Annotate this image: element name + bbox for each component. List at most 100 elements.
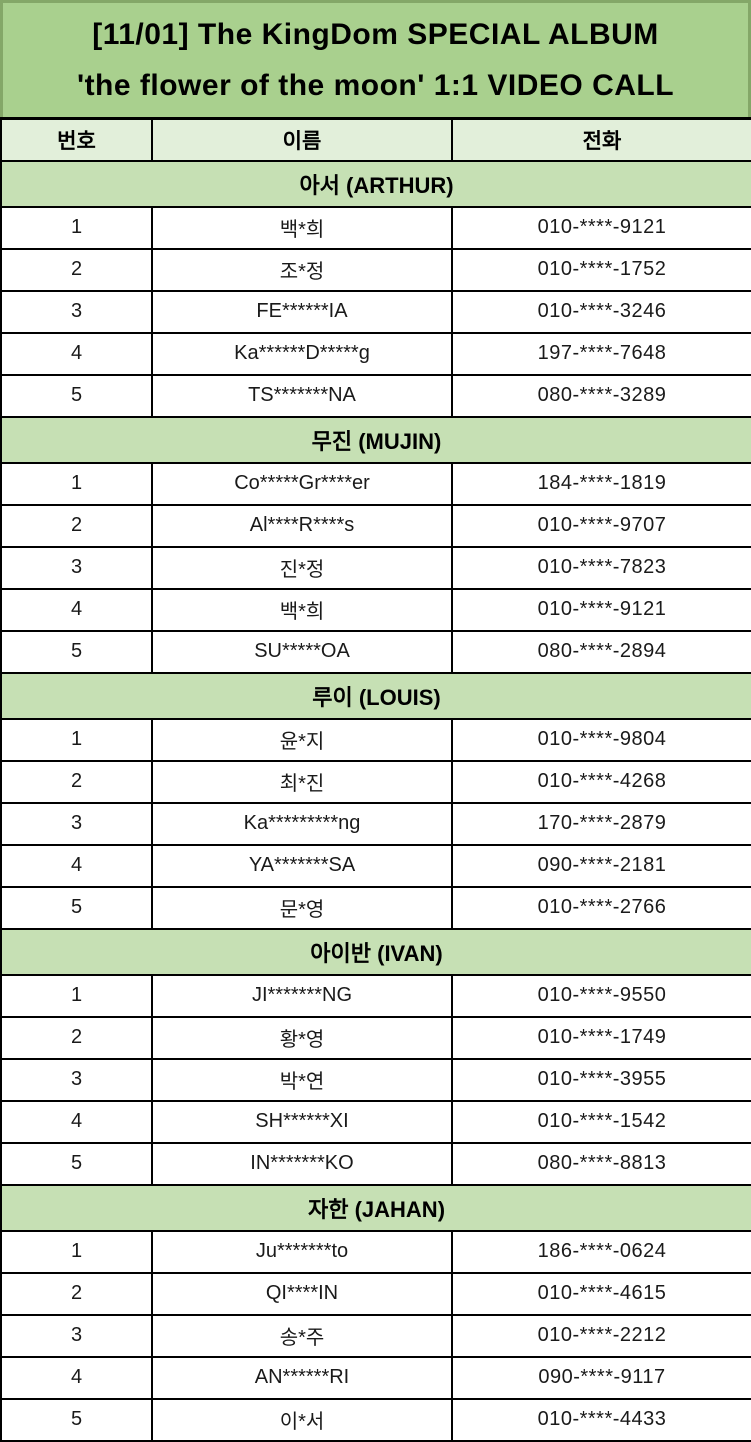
cell-phone: 080-****-8813 [451,1141,751,1186]
section-header-label: 아이반 (IVAN) [0,927,751,976]
table-row: 4 AN******RI 090-****-9117 [0,1355,751,1400]
cell-no: 3 [0,545,153,590]
cell-name: 윤*지 [151,717,453,762]
cell-phone: 010-****-2212 [451,1313,751,1358]
table-row: 4 백*희 010-****-9121 [0,587,751,632]
table-row: 2 최*진 010-****-4268 [0,759,751,804]
cell-name: 박*연 [151,1057,453,1102]
cell-name: SU*****OA [151,629,453,674]
column-header-name: 이름 [151,117,453,162]
table-row: 4 Ka******D*****g 197-****-7648 [0,331,751,376]
cell-no: 4 [0,1099,153,1144]
section-header-row-jahan: 자한 (JAHAN) [0,1183,751,1232]
title-line-2: 'the flower of the moon' 1:1 VIDEO CALL [76,69,675,102]
cell-no: 1 [0,1229,153,1274]
cell-no: 3 [0,801,153,846]
table-row: 1 Co*****Gr****er 184-****-1819 [0,461,751,506]
cell-name: SH******XI [151,1099,453,1144]
table-row: 2 Al****R****s 010-****-9707 [0,503,751,548]
page-title: [11/01] The KingDom SPECIAL ALBUM 'the f… [0,0,751,117]
cell-phone: 010-****-9804 [451,717,751,762]
table-row: 3 진*정 010-****-7823 [0,545,751,590]
table-row: 2 QI****IN 010-****-4615 [0,1271,751,1316]
section-header-row-arthur: 아서 (ARTHUR) [0,159,751,208]
cell-name: Co*****Gr****er [151,461,453,506]
cell-no: 5 [0,1397,153,1442]
winners-table: 번호 이름 전화 아서 (ARTHUR) 1 백*희 010-****-9121… [0,117,751,1442]
table-row: 1 백*희 010-****-9121 [0,205,751,250]
table-row: 3 Ka*********ng 170-****-2879 [0,801,751,846]
table-row: 5 TS*******NA 080-****-3289 [0,373,751,418]
section-header-row-louis: 루이 (LOUIS) [0,671,751,720]
cell-phone: 010-****-1749 [451,1015,751,1060]
column-header-no: 번호 [0,117,153,162]
cell-no: 5 [0,629,153,674]
cell-name: Al****R****s [151,503,453,548]
cell-no: 3 [0,1057,153,1102]
cell-name: 황*영 [151,1015,453,1060]
cell-name: TS*******NA [151,373,453,418]
section-header-row-mujin: 무진 (MUJIN) [0,415,751,464]
cell-phone: 010-****-4615 [451,1271,751,1316]
cell-no: 4 [0,331,153,376]
cell-no: 2 [0,503,153,548]
section-header-label: 무진 (MUJIN) [0,415,751,464]
cell-name: 백*희 [151,587,453,632]
cell-phone: 010-****-4268 [451,759,751,804]
cell-name: 문*영 [151,885,453,930]
cell-name: Ka******D*****g [151,331,453,376]
cell-no: 4 [0,1355,153,1400]
cell-name: 진*정 [151,545,453,590]
section-header-label: 루이 (LOUIS) [0,671,751,720]
cell-no: 1 [0,973,153,1018]
cell-no: 5 [0,1141,153,1186]
cell-phone: 010-****-1542 [451,1099,751,1144]
cell-no: 3 [0,289,153,334]
cell-phone: 090-****-2181 [451,843,751,888]
cell-name: AN******RI [151,1355,453,1400]
cell-no: 3 [0,1313,153,1358]
cell-phone: 010-****-4433 [451,1397,751,1442]
cell-phone: 184-****-1819 [451,461,751,506]
cell-name: 최*진 [151,759,453,804]
cell-phone: 010-****-9121 [451,587,751,632]
cell-name: 이*서 [151,1397,453,1442]
table-row: 3 박*연 010-****-3955 [0,1057,751,1102]
column-header-phone: 전화 [451,117,751,162]
table-row: 5 이*서 010-****-4433 [0,1397,751,1442]
column-header-row: 번호 이름 전화 [0,117,751,162]
cell-name: YA*******SA [151,843,453,888]
table-row: 1 JI*******NG 010-****-9550 [0,973,751,1018]
table-row: 1 윤*지 010-****-9804 [0,717,751,762]
cell-no: 2 [0,759,153,804]
cell-phone: 010-****-3955 [451,1057,751,1102]
cell-phone: 010-****-2766 [451,885,751,930]
table-row: 4 YA*******SA 090-****-2181 [0,843,751,888]
cell-phone: 080-****-3289 [451,373,751,418]
cell-name: IN*******KO [151,1141,453,1186]
table-row: 5 SU*****OA 080-****-2894 [0,629,751,674]
table-row: 3 송*주 010-****-2212 [0,1313,751,1358]
title-line-1: [11/01] The KingDom SPECIAL ALBUM [92,18,659,51]
section-header-label: 아서 (ARTHUR) [0,159,751,208]
cell-phone: 090-****-9117 [451,1355,751,1400]
table-row: 3 FE******IA 010-****-3246 [0,289,751,334]
cell-no: 4 [0,843,153,888]
cell-name: QI****IN [151,1271,453,1316]
table-row: 4 SH******XI 010-****-1542 [0,1099,751,1144]
cell-no: 1 [0,461,153,506]
cell-no: 1 [0,717,153,762]
cell-no: 1 [0,205,153,250]
cell-no: 2 [0,1271,153,1316]
cell-phone: 010-****-9707 [451,503,751,548]
table-row: 1 Ju*******to 186-****-0624 [0,1229,751,1274]
cell-name: Ju*******to [151,1229,453,1274]
section-header-row-ivan: 아이반 (IVAN) [0,927,751,976]
cell-no: 2 [0,247,153,292]
cell-no: 5 [0,373,153,418]
table-row: 2 조*정 010-****-1752 [0,247,751,292]
cell-phone: 197-****-7648 [451,331,751,376]
cell-phone: 010-****-3246 [451,289,751,334]
cell-name: 백*희 [151,205,453,250]
cell-name: Ka*********ng [151,801,453,846]
